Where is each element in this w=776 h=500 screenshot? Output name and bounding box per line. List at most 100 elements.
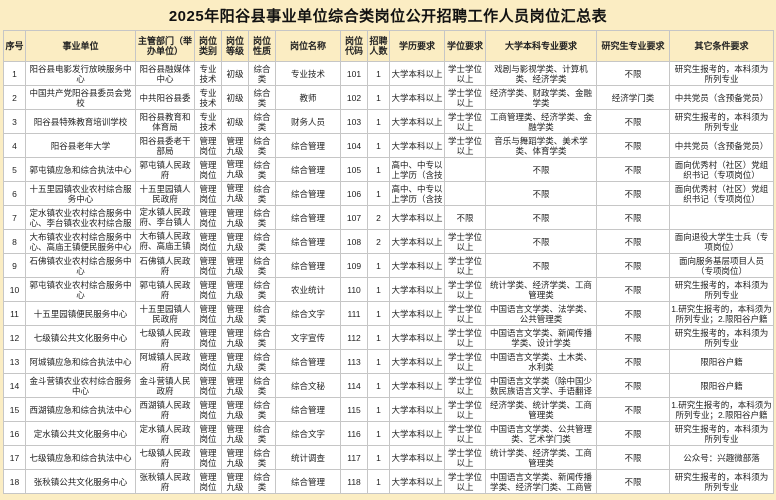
table-row: 16 定水镇公共文化服务中心 定水镇人民政府 管理岗位 管理九级 综合类 综合文字 116 1 大… — [3, 421, 774, 446]
table-cell: 学士学位以上 — [444, 421, 486, 446]
table-cell: 专业技术 — [194, 85, 222, 110]
table-cell: 16 — [3, 421, 26, 446]
table-cell: 大学本科以上 — [389, 109, 445, 134]
table-cell: 105 — [340, 157, 368, 182]
table-cell: 统计学类、经济学类、工商管理类 — [485, 445, 597, 470]
table-cell: 综合管理 — [275, 133, 341, 158]
column-header: 其它条件要求 — [669, 30, 774, 62]
column-header: 大学本科专业要求 — [485, 30, 597, 62]
table-cell: 音乐与舞蹈学类、美术学类、体育学类 — [485, 133, 597, 158]
table-cell: 1 — [367, 157, 390, 182]
table-cell: 经济学类、财政学类、金融学类 — [485, 85, 597, 110]
table-cell: 统计学类、经济学类、工商管理类 — [485, 277, 597, 302]
column-header: 研究生专业要求 — [596, 30, 670, 62]
table-cell: 综合类 — [248, 349, 276, 374]
table-cell: 管理岗位 — [194, 421, 222, 446]
table-cell: 限阳谷户籍 — [669, 349, 774, 374]
table-cell: 13 — [3, 349, 26, 374]
table-cell: 综合管理 — [275, 469, 341, 494]
table-cell — [669, 205, 774, 230]
table-cell: 大学本科以上 — [389, 445, 445, 470]
table-cell: 不限 — [596, 421, 670, 446]
table-cell: 综合管理 — [275, 205, 341, 230]
table-cell: 阳谷县教育和体育局 — [135, 109, 195, 134]
table-cell: 1 — [367, 301, 390, 326]
table-cell: 不限 — [596, 133, 670, 158]
table-row: 11 十五里园镇便民服务中心 十五里园镇人民政府 管理岗位 管理九级 综合类 综合文字 111… — [3, 301, 774, 326]
table-cell: 初级 — [221, 85, 249, 110]
table-cell: 统计调查 — [275, 445, 341, 470]
table-cell: 十五里园镇农业农村综合服务中心 — [25, 181, 136, 206]
table-cell: 张秋镇公共文化服务中心 — [25, 469, 136, 494]
table-row: 7定水镇农业农村综合服务中心、李台镇农业农村综合服定水镇人民政府、李台镇人民政管… — [3, 205, 774, 230]
table-cell: 管理岗位 — [194, 181, 222, 206]
table-cell: 西湖镇人民政府 — [135, 397, 195, 422]
table-row: 1 阳谷县电影发行放映服务中心 阳谷县融媒体中心 专业技术 初级 综合类 专业技术 101 1 大… — [3, 61, 774, 86]
table-cell: 10 — [3, 277, 26, 302]
table-cell: 107 — [340, 205, 368, 230]
table-cell: 中国语言文学类、新闻传播学类、经济学门类、工商管 — [485, 469, 597, 494]
table-cell: 张秋镇人民政府 — [135, 469, 195, 494]
table-cell: 1 — [367, 61, 390, 86]
table-row: 14 金斗营镇农业农村综合服务中心 金斗营镇人民政府 管理岗位 管理九级 综合类 综合文秘 1… — [3, 373, 774, 398]
table-cell: 管理九级 — [221, 421, 249, 446]
table-cell: 定水镇人民政府 — [135, 421, 195, 446]
table-cell: 阳谷县老年大学 — [25, 133, 136, 158]
table-cell: 管理岗位 — [194, 157, 222, 182]
table-cell: 不限 — [485, 181, 597, 206]
table-cell: 不限 — [596, 181, 670, 206]
table-cell: 中国语言文学类、公共管理类、艺术学门类 — [485, 421, 597, 446]
table-cell: 文字宣传 — [275, 325, 341, 350]
table-cell: 管理九级 — [221, 445, 249, 470]
table-cell: 大学本科以上 — [389, 205, 445, 230]
table-cell: 综合类 — [248, 469, 276, 494]
table-cell: 定水镇农业农村综合服务中心、李台镇农业农村综合服 — [25, 205, 136, 230]
table-cell: 117 — [340, 445, 368, 470]
table-cell: 106 — [340, 181, 368, 206]
table-row: 2 中国共产党阳谷县委员会党校 中共阳谷县委 专业技术 初级 综合类 教师 102 1 大学本科以… — [3, 85, 774, 110]
table-cell: 不限 — [596, 325, 670, 350]
table-cell: 116 — [340, 421, 368, 446]
table-cell: 大学本科以上 — [389, 133, 445, 158]
table-cell: 17 — [3, 445, 26, 470]
table-cell: 1 — [367, 109, 390, 134]
column-header: 岗位代码 — [340, 30, 368, 62]
table-cell: 学士学位以上 — [444, 325, 486, 350]
table-cell: 管理九级 — [221, 373, 249, 398]
table-cell: 学士学位以上 — [444, 373, 486, 398]
table-cell: 阳谷县特殊教育培训学校 — [25, 109, 136, 134]
table-cell: 工商管理类、经济学类、金融学类 — [485, 109, 597, 134]
table-cell: 1.研究生报考的，本科须为所列专业；2.限阳谷户籍 — [669, 301, 774, 326]
table-cell: 综合类 — [248, 421, 276, 446]
table-cell: 专业技术 — [194, 61, 222, 86]
table-cell: 14 — [3, 373, 26, 398]
table-cell: 大学本科以上 — [389, 85, 445, 110]
table-cell: 不限 — [596, 205, 670, 230]
table-cell: 综合文字 — [275, 301, 341, 326]
table-cell: 综合管理 — [275, 349, 341, 374]
table-cell: 3 — [3, 109, 26, 134]
table-cell: 阳谷县融媒体中心 — [135, 61, 195, 86]
table-cell: 高中、中专以上学历（含技 — [389, 181, 445, 206]
table-cell: 中国共产党阳谷县委员会党校 — [25, 85, 136, 110]
table-cell: 郭屯镇人民政府 — [135, 277, 195, 302]
table-row: 13 阿城镇应急和综合执法中心 阿城镇人民政府 管理岗位 管理九级 综合类 综合管理 113 1… — [3, 349, 774, 374]
table-cell: 中国语言文学类、法学类、公共管理类 — [485, 301, 597, 326]
table-cell: 综合类 — [248, 373, 276, 398]
table-cell: 12 — [3, 325, 26, 350]
table-cell: 不限 — [485, 253, 597, 278]
table-cell: 不限 — [485, 229, 597, 254]
table-cell: 1 — [367, 349, 390, 374]
table-cell: 管理九级 — [221, 277, 249, 302]
table-cell: 定水镇人民政府、李台镇人民政 — [135, 205, 195, 230]
table-cell: 114 — [340, 373, 368, 398]
table-cell: 管理九级 — [221, 469, 249, 494]
table-cell: 综合类 — [248, 253, 276, 278]
table-cell: 经济学类、统计学类、工商管理类 — [485, 397, 597, 422]
table-cell: 金斗营镇农业农村综合服务中心 — [25, 373, 136, 398]
table-cell: 大布镇农业农村综合服务中心、高庙王镇便民服务中心 — [25, 229, 136, 254]
table-cell: 学士学位以上 — [444, 253, 486, 278]
table-cell: 大学本科以上 — [389, 421, 445, 446]
table-cell: 不限 — [596, 301, 670, 326]
